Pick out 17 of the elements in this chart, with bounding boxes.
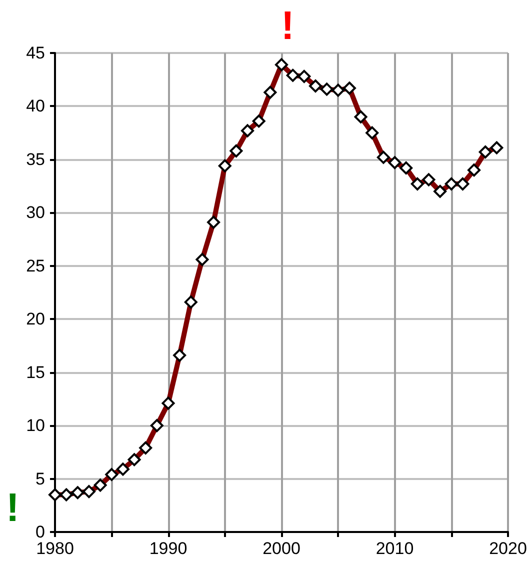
x-tick-label: 2020 <box>489 539 527 558</box>
y-tick-label: 0 <box>36 522 45 542</box>
y-tick-label: 25 <box>26 256 45 276</box>
y-tick-label: 15 <box>26 362 45 382</box>
y-tick-label: 35 <box>26 150 45 169</box>
y-tick-label: 40 <box>26 96 45 116</box>
y-tick-label: 30 <box>26 203 45 222</box>
x-tick-label: 1980 <box>36 539 74 558</box>
y-tick-label: 5 <box>36 469 45 488</box>
text: ! <box>6 486 20 530</box>
text: ! <box>281 4 294 48</box>
x-tick-label: 2000 <box>262 539 300 558</box>
y-tick-label: 20 <box>26 310 45 329</box>
x-tick-label: 2010 <box>376 539 414 558</box>
y-tick-label: 10 <box>26 416 45 436</box>
y-tick-label: 45 <box>26 44 45 62</box>
x-tick-label: 1990 <box>149 539 188 558</box>
